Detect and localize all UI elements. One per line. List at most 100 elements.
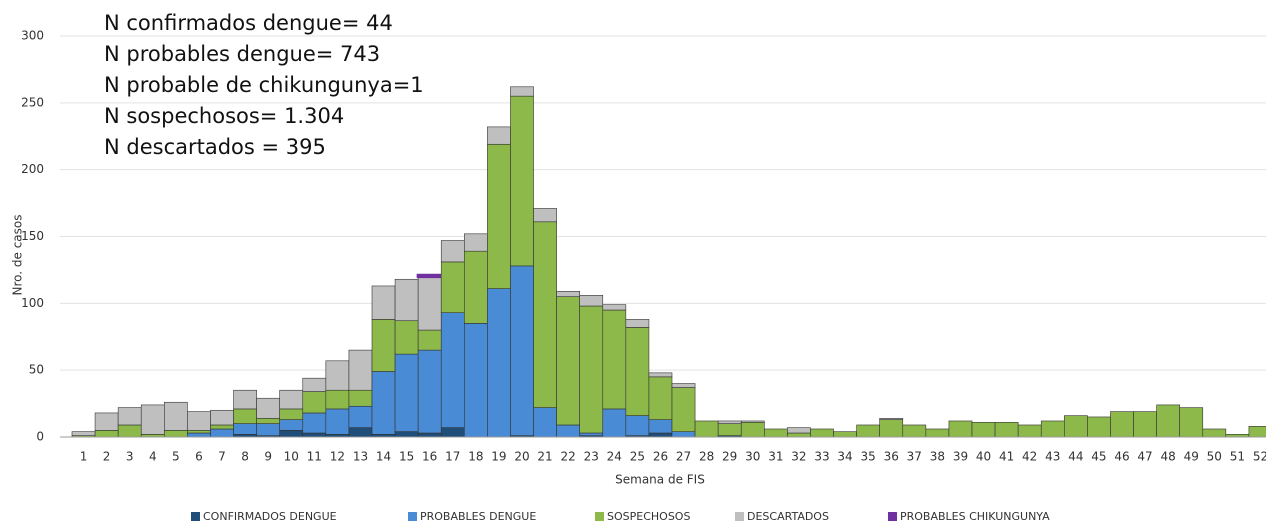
bar-segment [371,371,396,435]
bar-segment [625,327,650,416]
bar-segment [902,424,927,438]
bar-segment [417,276,442,331]
x-tick-label: 23 [584,450,599,464]
bar-segment [233,408,257,424]
bar-segment [71,431,96,436]
bar-segment [302,432,327,438]
bar-segment [1017,424,1042,438]
bar-segment [556,291,580,297]
bar-segment [394,278,419,322]
bar-segment [579,432,604,436]
bar-segment [464,233,488,252]
x-tick-label: 47 [1137,450,1152,464]
bar-segment [556,424,580,438]
bar-segment [325,389,350,410]
bar-segment [371,285,396,320]
bar-segment [94,412,119,431]
bar-segment [164,430,188,438]
x-tick-label: 13 [353,450,368,464]
bar-segment [279,430,304,438]
x-tick-label: 8 [241,450,249,464]
bar-segment [533,208,557,223]
x-tick-label: 4 [149,450,157,464]
bar-segment [256,417,280,424]
bar-segment [1040,420,1065,438]
bar-segment [440,427,465,438]
annotation: N probable de chikungunya=1 [104,73,424,97]
x-tick-label: 51 [1230,450,1245,464]
bar-segment [1156,404,1180,438]
bar-segment [648,376,673,420]
annotation: N descartados = 395 [104,135,326,159]
x-tick-label: 24 [607,450,622,464]
bar-segment [579,295,604,307]
bar-segment [487,288,511,438]
bar-segment [233,389,257,410]
x-tick-label: 15 [399,450,414,464]
bar-segment [787,427,811,434]
x-tick-label: 44 [1068,450,1083,464]
bar-segment [833,431,857,438]
bar-segment [210,409,234,426]
bar-segment [602,408,627,438]
bar-segment [464,323,488,438]
bar-segment [256,397,280,419]
bar-segment [648,432,673,438]
bar-segment [117,424,142,438]
bar-segment [1133,411,1157,438]
x-tick-label: 12 [330,450,345,464]
bar-segment [1064,415,1088,438]
x-tick-label: 5 [172,450,180,464]
x-tick-label: 32 [791,450,806,464]
x-tick-label: 25 [630,450,645,464]
legend-label: CONFIRMADOS DENGUE [203,510,337,523]
bar-segment [648,419,673,434]
bar-segment [164,401,188,431]
legend-swatch [735,512,744,521]
x-tick-label: 46 [1114,450,1129,464]
x-tick-label: 41 [999,450,1014,464]
bar-segment [1202,428,1227,438]
y-tick-label: 250 [21,95,44,109]
bar-segment [510,265,534,436]
x-tick-label: 43 [1045,450,1060,464]
x-tick-label: 48 [1161,450,1176,464]
x-tick-label: 50 [1207,450,1222,464]
bar-segment [856,424,880,438]
bar-segment [740,420,765,423]
bar-segment [1179,407,1204,438]
bar-segment [416,273,443,279]
bar-segment [879,419,904,438]
bar-segment [440,312,465,428]
bar-segment [348,389,373,407]
y-tick-label: 50 [29,363,44,377]
bar-segment [440,240,465,263]
x-tick-label: 17 [445,450,460,464]
bar-segment [717,423,742,436]
bar-segment [487,126,511,145]
bar-segment [348,405,373,428]
y-axis-title: Nro. de casos [11,214,25,295]
legend-label: SOSPECHOSOS [607,510,690,523]
bar-segment [187,411,211,431]
bar-segment [671,431,696,438]
x-tick-label: 36 [884,450,899,464]
bar-segment [394,353,419,432]
bar-segment [694,420,719,438]
y-tick-label: 300 [21,29,44,43]
bar-segment [117,407,142,426]
bar-segment [510,95,534,267]
bar-segment [140,404,165,435]
legend-swatch [191,512,200,521]
bar-segment [394,431,419,438]
bar-segment [233,423,257,435]
bar-segment [810,428,834,438]
x-tick-label: 10 [284,450,299,464]
y-tick-label: 150 [21,229,44,243]
bar-segment [925,428,950,438]
bar-segment [417,432,442,438]
x-tick-label: 18 [468,450,483,464]
bar-segment [187,432,211,438]
bar-segment [764,428,788,438]
